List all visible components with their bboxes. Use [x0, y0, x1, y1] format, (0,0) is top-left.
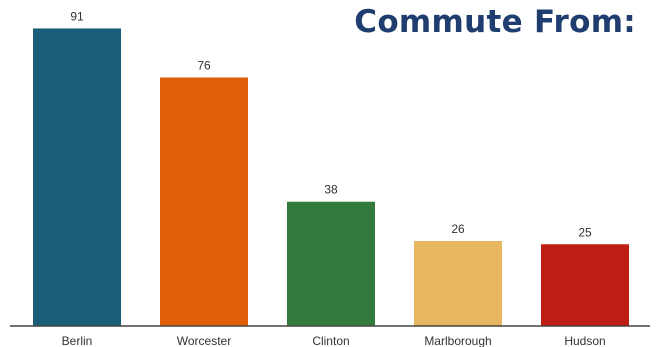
x-tick-label-berlin: Berlin	[62, 334, 93, 347]
labels-layer: 91 Berlin 76 Worcester 38 Clinton 26 Marlboroug…	[62, 9, 606, 347]
x-tick-label-hudson: Hudson	[564, 334, 605, 347]
data-label-marlborough: 26	[451, 222, 465, 236]
data-label-berlin: 91	[70, 9, 84, 23]
data-label-worcester: 76	[197, 58, 211, 72]
chart-title: Commute From:	[354, 4, 636, 40]
data-label-clinton: 38	[324, 183, 338, 197]
bars-layer	[33, 28, 629, 327]
bar-marlborough	[414, 240, 502, 326]
bar-worcester	[160, 77, 248, 326]
data-label-hudson: 25	[578, 225, 592, 239]
bar-hudson	[541, 244, 629, 326]
bar-clinton	[287, 201, 375, 326]
x-tick-label-marlborough: Marlborough	[424, 334, 491, 347]
x-tick-label-worcester: Worcester	[177, 334, 231, 347]
x-tick-label-clinton: Clinton	[312, 334, 349, 347]
bar-berlin	[33, 28, 121, 327]
